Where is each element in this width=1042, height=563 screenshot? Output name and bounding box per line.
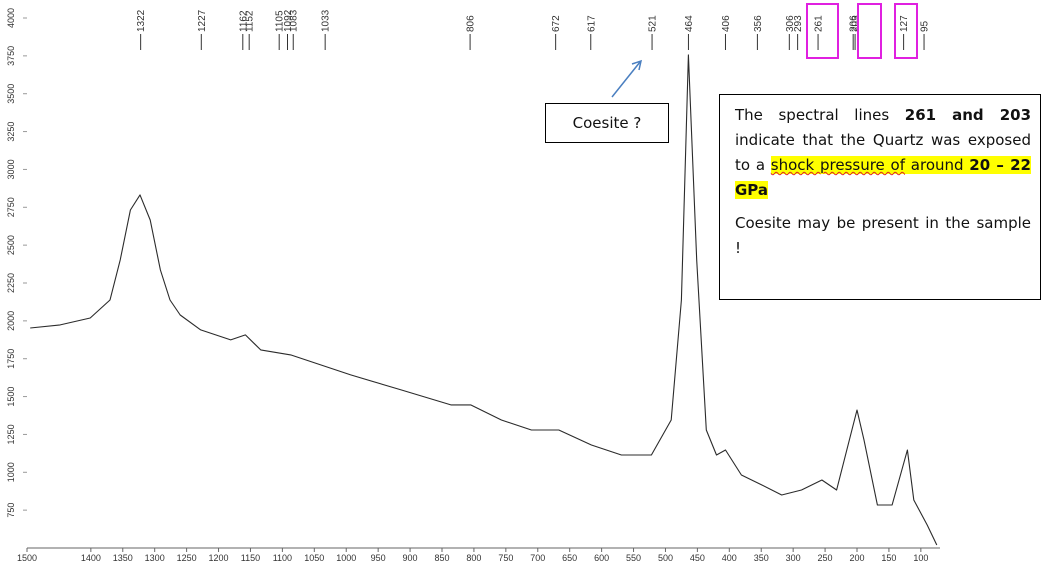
note-highlight: shock pressure of around 20 – 22 GPa	[735, 156, 1031, 199]
y-tick-label: 1000	[6, 462, 16, 482]
peak-label: 203	[851, 15, 862, 32]
x-tick-label: 800	[466, 553, 481, 563]
note-text: The spectral lines	[735, 106, 905, 124]
arrow-head	[631, 59, 643, 71]
x-tick-label: 450	[690, 553, 705, 563]
peak-label: 806	[466, 15, 477, 32]
spectrum-line	[30, 54, 938, 546]
peak-label: 1322	[136, 9, 147, 32]
highlight-box	[894, 3, 918, 59]
note-paragraph: The spectral lines 261 and 203 indicate …	[735, 103, 1031, 203]
peak-label: 356	[753, 15, 764, 32]
highlight-box	[857, 3, 882, 59]
arrow	[611, 61, 641, 98]
x-tick-label: 1350	[113, 553, 133, 563]
y-tick-label: 1250	[6, 424, 16, 444]
y-tick-label: 750	[6, 503, 16, 518]
peak-label: 672	[551, 15, 562, 32]
peak-label: 521	[648, 15, 659, 32]
x-tick-label: 1300	[145, 553, 165, 563]
x-tick-label: 900	[403, 553, 418, 563]
peak-label: 306	[785, 15, 796, 32]
x-tick-label: 100	[913, 553, 928, 563]
callout-text: Coesite ?	[572, 114, 642, 132]
x-tick-label: 1100	[273, 553, 292, 563]
highlight-box	[806, 3, 839, 59]
x-tick-label: 600	[594, 553, 609, 563]
note-box: The spectral lines 261 and 203 indicate …	[719, 94, 1041, 300]
y-tick-label: 3750	[6, 46, 16, 66]
x-tick-label: 300	[786, 553, 801, 563]
peak-label: 127	[899, 15, 910, 32]
x-tick-label: 550	[626, 553, 641, 563]
peak-label: 1105	[275, 10, 286, 32]
x-tick-label: 200	[849, 553, 864, 563]
callout: Coesite ?	[545, 103, 669, 143]
note-text: shock pressure of	[770, 156, 906, 174]
x-tick-label: 700	[530, 553, 545, 563]
y-tick-label: 1750	[6, 349, 16, 369]
y-tick-label: 2750	[6, 197, 16, 217]
peak-label: 1083	[289, 9, 300, 32]
x-tick-label: 1250	[177, 553, 197, 563]
peak-label: 464	[684, 15, 695, 32]
y-tick-label: 2250	[6, 273, 16, 293]
y-tick-label: 1500	[6, 387, 16, 407]
x-tick-label: 1000	[336, 553, 356, 563]
peak-label: 1227	[197, 9, 208, 32]
peak-label: 406	[721, 15, 732, 32]
x-tick-label: 850	[434, 553, 449, 563]
x-tick-label: 1050	[304, 553, 324, 563]
y-tick-label: 2000	[6, 311, 16, 331]
peak-label: 617	[586, 15, 597, 32]
x-tick-label: 400	[722, 553, 737, 563]
peak-label: 206	[849, 15, 860, 32]
y-tick-label: 2500	[6, 235, 16, 255]
x-tick-label: 250	[818, 553, 833, 563]
x-tick-label: 1150	[241, 553, 260, 563]
x-tick-label: 500	[658, 553, 673, 563]
peak-label: 95	[920, 20, 931, 32]
y-tick-label: 3250	[6, 122, 16, 142]
note-bold: 20 – 22 GPa	[735, 156, 1031, 199]
x-tick-label: 1400	[81, 553, 101, 563]
peak-label: 1162	[238, 10, 249, 32]
x-tick-label: 1500	[17, 553, 37, 563]
x-tick-label: 650	[562, 553, 577, 563]
peak-label: 1152	[245, 10, 256, 32]
note-text: around	[905, 156, 970, 174]
note-text: Coesite may be present in the sample !	[735, 214, 1031, 257]
peak-label: 1033	[321, 9, 332, 32]
x-tick-label: 150	[881, 553, 896, 563]
x-tick-label: 750	[498, 553, 513, 563]
y-tick-label: 3000	[6, 159, 16, 179]
peak-label: 1092	[283, 9, 294, 32]
peak-label: 293	[793, 15, 804, 32]
peak-label: 261	[814, 15, 825, 32]
x-tick-label: 1200	[209, 553, 229, 563]
note-bold: 261 and 203	[904, 106, 1032, 124]
y-tick-label: 3500	[6, 84, 16, 104]
x-tick-label: 950	[371, 553, 386, 563]
note-paragraph: Coesite may be present in the sample !	[735, 211, 1031, 261]
y-tick-label: 4000	[6, 8, 16, 28]
x-tick-label: 350	[754, 553, 769, 563]
note-text: indicate that the Quartz was exposed to …	[735, 131, 1031, 174]
